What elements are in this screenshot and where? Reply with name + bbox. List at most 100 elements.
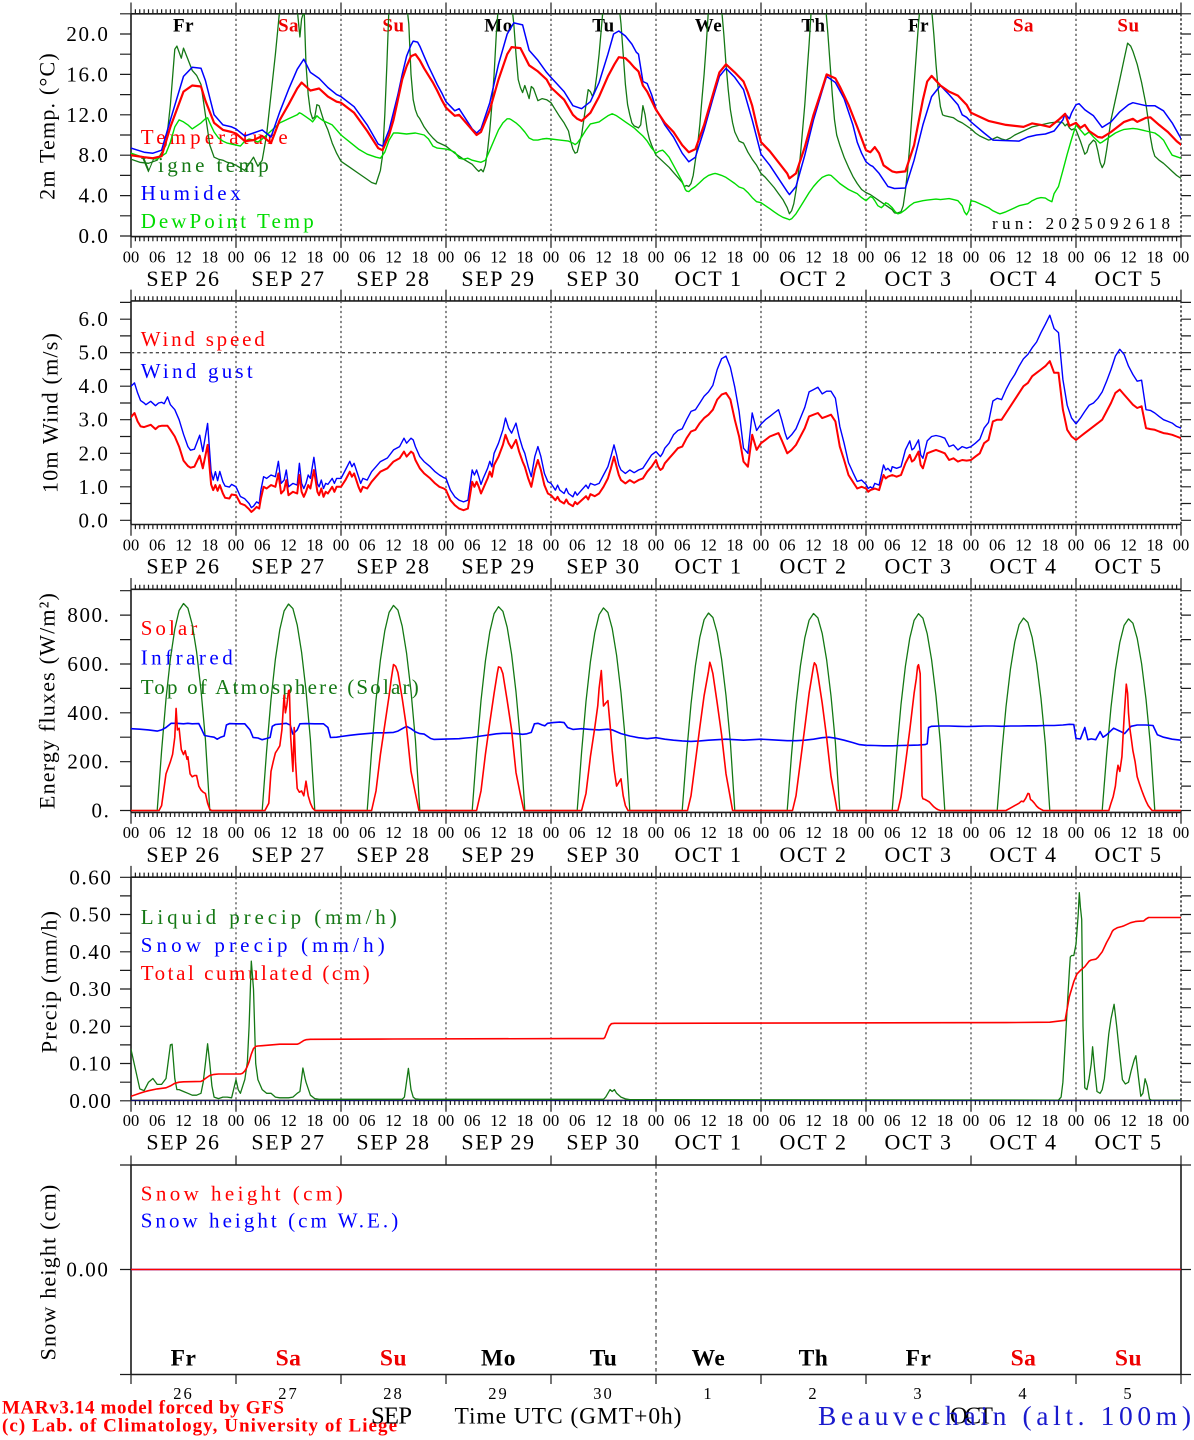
svg-text:12: 12 <box>805 248 822 267</box>
svg-text:Su: Su <box>1115 1346 1142 1372</box>
svg-text:18: 18 <box>412 248 429 267</box>
svg-text:12: 12 <box>280 823 297 842</box>
svg-text:00: 00 <box>858 823 875 842</box>
svg-text:12: 12 <box>490 1111 507 1130</box>
svg-text:Energy fluxes (W/m²): Energy fluxes (W/m²) <box>35 592 60 809</box>
svg-text:12: 12 <box>805 823 822 842</box>
svg-text:OCT 5: OCT 5 <box>1094 842 1162 867</box>
svg-text:SEP 30: SEP 30 <box>566 842 640 867</box>
svg-text:12: 12 <box>910 536 927 555</box>
svg-text:OCT 3: OCT 3 <box>884 842 952 867</box>
svg-text:0.: 0. <box>92 799 111 823</box>
svg-text:SEP 30: SEP 30 <box>566 1130 640 1155</box>
svg-text:18: 18 <box>1147 536 1164 555</box>
svg-text:26: 26 <box>173 1384 194 1403</box>
svg-text:2m Temp. (°C): 2m Temp. (°C) <box>35 52 60 200</box>
svg-text:Sa: Sa <box>1013 16 1034 37</box>
svg-text:18: 18 <box>832 536 849 555</box>
svg-text:28: 28 <box>383 1384 404 1403</box>
svg-text:06: 06 <box>1094 823 1111 842</box>
svg-text:00: 00 <box>438 536 455 555</box>
svg-text:SEP 29: SEP 29 <box>461 1130 535 1155</box>
svg-text:06: 06 <box>989 1111 1006 1130</box>
svg-text:12: 12 <box>1120 1111 1137 1130</box>
svg-text:SEP 27: SEP 27 <box>251 1130 325 1155</box>
svg-text:18: 18 <box>937 1111 954 1130</box>
svg-text:0.0: 0.0 <box>78 508 109 532</box>
svg-text:OCT 2: OCT 2 <box>779 266 847 291</box>
svg-text:06: 06 <box>359 823 376 842</box>
svg-text:12: 12 <box>805 1111 822 1130</box>
svg-text:00: 00 <box>438 1111 455 1130</box>
svg-text:00: 00 <box>228 248 245 267</box>
svg-text:00: 00 <box>1173 536 1190 555</box>
svg-text:18: 18 <box>517 823 534 842</box>
svg-text:18: 18 <box>202 823 219 842</box>
svg-text:0.0: 0.0 <box>78 224 109 248</box>
svg-text:Snow height (cm): Snow height (cm) <box>141 1182 343 1206</box>
svg-text:00: 00 <box>963 823 980 842</box>
svg-text:18: 18 <box>1147 248 1164 267</box>
svg-text:12: 12 <box>175 1111 192 1130</box>
svg-text:06: 06 <box>779 1111 796 1130</box>
svg-text:18: 18 <box>307 1111 324 1130</box>
svg-text:DewPoint Temp: DewPoint Temp <box>141 209 314 233</box>
svg-text:18: 18 <box>727 536 744 555</box>
svg-text:06: 06 <box>884 248 901 267</box>
svg-text:5: 5 <box>1123 1384 1133 1403</box>
svg-text:SEP 26: SEP 26 <box>146 842 220 867</box>
svg-text:We: We <box>692 1346 726 1372</box>
svg-text:Beauvechain (alt. 100m): Beauvechain (alt. 100m) <box>818 1400 1191 1431</box>
svg-text:18: 18 <box>202 536 219 555</box>
svg-text:SEP 27: SEP 27 <box>251 266 325 291</box>
svg-text:27: 27 <box>278 1384 299 1403</box>
svg-text:00: 00 <box>123 823 140 842</box>
svg-text:06: 06 <box>149 823 166 842</box>
svg-text:SEP 28: SEP 28 <box>356 842 430 867</box>
svg-text:18: 18 <box>517 248 534 267</box>
svg-text:00: 00 <box>438 248 455 267</box>
svg-text:06: 06 <box>254 823 271 842</box>
svg-text:0.40: 0.40 <box>69 940 112 964</box>
svg-text:8.0: 8.0 <box>78 143 109 167</box>
svg-text:00: 00 <box>753 248 770 267</box>
svg-text:Snow precip (mm/h): Snow precip (mm/h) <box>141 933 385 957</box>
svg-text:12: 12 <box>490 536 507 555</box>
svg-text:06: 06 <box>569 823 586 842</box>
svg-text:18: 18 <box>937 536 954 555</box>
svg-text:18: 18 <box>832 823 849 842</box>
svg-text:06: 06 <box>359 248 376 267</box>
svg-text:18: 18 <box>412 536 429 555</box>
svg-text:OCT 1: OCT 1 <box>674 1130 742 1155</box>
svg-text:12: 12 <box>910 248 927 267</box>
svg-text:00: 00 <box>1068 823 1085 842</box>
svg-text:18: 18 <box>1042 536 1059 555</box>
svg-text:5.0: 5.0 <box>78 341 109 365</box>
svg-text:600.: 600. <box>67 652 110 676</box>
svg-text:12: 12 <box>910 1111 927 1130</box>
svg-text:Tu: Tu <box>592 16 615 37</box>
svg-text:SEP 28: SEP 28 <box>356 266 430 291</box>
svg-text:Su: Su <box>382 16 404 37</box>
svg-text:OCT 5: OCT 5 <box>1094 1130 1162 1155</box>
svg-text:00: 00 <box>543 1111 560 1130</box>
svg-text:Time UTC (GMT+0h): Time UTC (GMT+0h) <box>455 1404 682 1430</box>
svg-text:Sa: Sa <box>1011 1346 1037 1372</box>
svg-text:SEP 30: SEP 30 <box>566 266 640 291</box>
svg-text:OCT 2: OCT 2 <box>779 1130 847 1155</box>
svg-text:18: 18 <box>622 823 639 842</box>
svg-text:29: 29 <box>488 1384 509 1403</box>
svg-text:OCT 1: OCT 1 <box>674 554 742 579</box>
svg-text:18: 18 <box>517 536 534 555</box>
svg-text:18: 18 <box>1042 248 1059 267</box>
svg-text:We: We <box>695 16 722 37</box>
svg-text:00: 00 <box>228 823 245 842</box>
svg-text:OCT 3: OCT 3 <box>884 266 952 291</box>
svg-text:06: 06 <box>359 536 376 555</box>
svg-text:06: 06 <box>569 1111 586 1130</box>
svg-text:OCT 3: OCT 3 <box>884 1130 952 1155</box>
svg-text:00: 00 <box>228 1111 245 1130</box>
svg-text:Su: Su <box>380 1346 407 1372</box>
svg-text:OCT 1: OCT 1 <box>674 842 742 867</box>
svg-text:SEP 29: SEP 29 <box>461 842 535 867</box>
